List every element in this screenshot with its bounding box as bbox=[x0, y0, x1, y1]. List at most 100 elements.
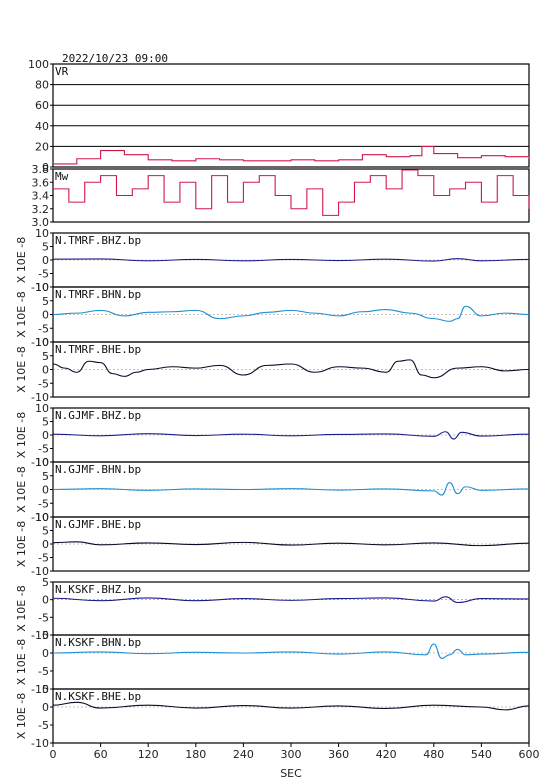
y-tick-label: 10 bbox=[35, 511, 49, 524]
y-axis-label: X 10E -8 bbox=[15, 693, 28, 739]
y-tick-label: 5 bbox=[42, 576, 49, 589]
y-tick-label: 10 bbox=[35, 402, 49, 415]
y-tick-label: 0 bbox=[42, 364, 49, 377]
panel-name: Mw bbox=[55, 170, 69, 183]
x-tick-label: 420 bbox=[376, 748, 397, 761]
y-tick-label: 0 bbox=[42, 309, 49, 322]
y-tick-label: 10 bbox=[35, 456, 49, 469]
y-tick-label: 3.6 bbox=[32, 176, 50, 189]
y-tick-label: 3.4 bbox=[32, 190, 50, 203]
y-tick-label: -10 bbox=[31, 737, 49, 750]
y-tick-label: -10 bbox=[31, 565, 49, 578]
panel-n-kskf-bhe-bp: -10 -5 0 5 N.KSKF.BHE.bp X 10E -8 bbox=[15, 683, 530, 750]
series-line bbox=[52, 359, 530, 379]
y-tick-label: 3.8 bbox=[32, 163, 50, 176]
y-tick-label: 80 bbox=[35, 79, 49, 92]
y-tick-label: -5 bbox=[38, 377, 49, 390]
panel-name: N.TMRF.BHE.bp bbox=[55, 343, 141, 356]
figure-datetime: 2022/10/23 09:00 bbox=[62, 52, 168, 65]
y-tick-label: -10 bbox=[31, 391, 49, 404]
y-tick-label: 5 bbox=[42, 295, 49, 308]
panel-name: VR bbox=[55, 65, 69, 78]
y-axis-label: X 10E -8 bbox=[15, 466, 28, 512]
x-axis: 0 60 120 180 240 300 360 420 480 540 600 bbox=[50, 743, 540, 761]
panel-name: N.KSKF.BHE.bp bbox=[55, 690, 141, 703]
y-tick-label: -5 bbox=[38, 665, 49, 678]
y-tick-label: 0 bbox=[42, 701, 49, 714]
panel-name: N.TMRF.BHZ.bp bbox=[55, 234, 141, 247]
y-tick-label: 0 bbox=[42, 254, 49, 267]
series-line bbox=[52, 643, 530, 659]
y-tick-label: -5 bbox=[38, 552, 49, 565]
y-tick-label: -10 bbox=[31, 629, 49, 642]
y-axis-label: X 10E -8 bbox=[15, 346, 28, 392]
x-tick-label: 480 bbox=[423, 748, 444, 761]
y-axis-label: X 10E -8 bbox=[15, 237, 28, 283]
x-tick-label: 600 bbox=[519, 748, 540, 761]
y-tick-label: 5 bbox=[42, 683, 49, 696]
y-tick-label: 0 bbox=[42, 538, 49, 551]
panel-name: N.TMRF.BHN.bp bbox=[55, 288, 141, 301]
y-tick-label: -5 bbox=[38, 443, 49, 456]
series-line bbox=[52, 258, 530, 262]
y-tick-label: -10 bbox=[31, 683, 49, 696]
panel-name: N.KSKF.BHN.bp bbox=[55, 636, 141, 649]
y-tick-label: -5 bbox=[38, 497, 49, 510]
y-tick-label: -10 bbox=[31, 456, 49, 469]
y-tick-label: 0 bbox=[42, 594, 49, 607]
series-line bbox=[52, 431, 530, 440]
y-tick-label: 5 bbox=[42, 470, 49, 483]
y-tick-label: -5 bbox=[38, 719, 49, 732]
x-tick-label: 180 bbox=[185, 748, 206, 761]
y-tick-label: 5 bbox=[42, 416, 49, 429]
y-tick-label: 0 bbox=[42, 429, 49, 442]
panel-mw: 3.03.23.43.63.8 Mw bbox=[32, 163, 530, 229]
x-tick-label: 60 bbox=[94, 748, 108, 761]
y-tick-label: 5 bbox=[42, 629, 49, 642]
y-tick-label: -5 bbox=[38, 322, 49, 335]
y-axis-label: X 10E -8 bbox=[15, 585, 28, 631]
y-tick-label: 10 bbox=[35, 281, 49, 294]
y-tick-label: 5 bbox=[42, 525, 49, 538]
x-tick-label: 540 bbox=[471, 748, 492, 761]
panel-name: N.GJMF.BHE.bp bbox=[55, 518, 141, 531]
x-tick-label: 360 bbox=[328, 748, 349, 761]
y-tick-label: 5 bbox=[42, 350, 49, 363]
panel-name: N.GJMF.BHN.bp bbox=[55, 463, 141, 476]
x-tick-label: 120 bbox=[138, 748, 159, 761]
series-line bbox=[52, 596, 530, 604]
panel-n-kskf-bhz-bp: -10 -5 0 5 N.KSKF.BHZ.bp X 10E -8 bbox=[15, 576, 530, 642]
panel-vr: 0 20 40 60 80 100 VR bbox=[28, 58, 530, 174]
y-tick-label: -10 bbox=[31, 336, 49, 349]
y-tick-label: 100 bbox=[28, 58, 49, 71]
y-tick-label: -5 bbox=[38, 611, 49, 624]
y-axis-label: X 10E -8 bbox=[15, 412, 28, 458]
y-tick-label: 10 bbox=[35, 227, 49, 240]
series-line bbox=[53, 145, 530, 165]
y-tick-label: 0 bbox=[42, 161, 49, 174]
y-tick-label: 0 bbox=[42, 484, 49, 497]
series-line bbox=[52, 482, 530, 496]
y-tick-label: 0 bbox=[42, 647, 49, 660]
series-line bbox=[53, 169, 530, 216]
series-line bbox=[52, 701, 530, 711]
y-tick-label: 10 bbox=[35, 336, 49, 349]
y-tick-label: 5 bbox=[42, 241, 49, 254]
panel-frame bbox=[52, 63, 530, 168]
y-tick-label: 60 bbox=[35, 99, 49, 112]
y-axis-label: X 10E -8 bbox=[15, 521, 28, 567]
y-tick-label: 20 bbox=[35, 140, 49, 153]
y-tick-label: 40 bbox=[35, 120, 49, 133]
x-tick-label: 300 bbox=[281, 748, 302, 761]
y-tick-label: 3.0 bbox=[32, 216, 50, 229]
panel-stack: 020406080100VR3.03.23.43.63.8Mw-10-50510… bbox=[15, 58, 530, 750]
x-tick-label: 0 bbox=[50, 748, 57, 761]
x-axis-label: SEC bbox=[280, 767, 302, 780]
